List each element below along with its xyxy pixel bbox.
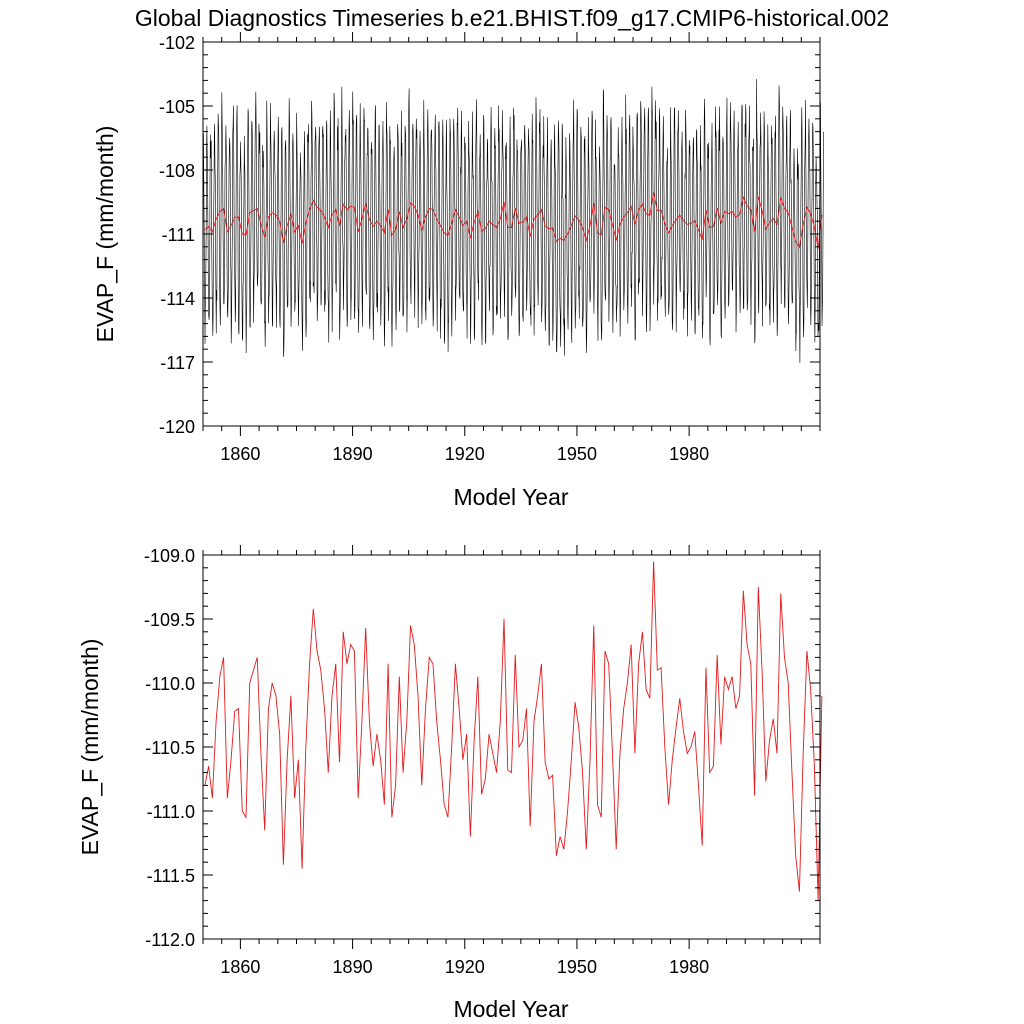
monthly-axis-ticks	[202, 32, 821, 436]
y-tick-label: -111	[162, 225, 195, 245]
monthly-x-axis-label: Model Year	[453, 484, 568, 510]
y-tick-label: -108	[159, 161, 195, 181]
monthly-plot-frame	[202, 41, 821, 427]
x-tick-label: 1950	[557, 444, 597, 464]
x-tick-label: 1860	[220, 957, 260, 977]
x-tick-label: 1920	[445, 957, 485, 977]
y-tick-label: -109.0	[144, 546, 195, 566]
y-tick-label: -117	[160, 353, 195, 373]
monthly-plot-area	[202, 78, 824, 363]
x-tick-label: 1980	[669, 957, 709, 977]
x-tick-label: 1890	[333, 444, 373, 464]
annual-plot-area	[204, 561, 823, 901]
y-tick-label: -110.5	[145, 738, 195, 758]
annual-x-tick-labels: 1860 1890 1920 1950 1980	[220, 957, 709, 977]
x-tick-label: 1890	[333, 957, 373, 977]
figure-title: Global Diagnostics Timeseries b.e21.BHIS…	[135, 5, 889, 31]
annual-panel: -112.0 -111.5 -111.0 -110.5 -110.0 -109.5 -109…	[77, 545, 823, 1022]
monthly-series-line	[202, 78, 824, 363]
monthly-y-axis-label: EVAP_F (mm/month)	[92, 126, 118, 343]
annual-y-axis-label: EVAP_F (mm/month)	[77, 639, 103, 856]
y-tick-label: -112.0	[145, 930, 195, 950]
annual-mean-line	[204, 192, 823, 250]
x-tick-label: 1920	[445, 444, 485, 464]
monthly-y-tick-labels: -120 -117 -114 -111 -108 -105 -102	[159, 33, 195, 437]
annual-axis-ticks	[202, 545, 821, 949]
x-tick-label: 1980	[669, 444, 709, 464]
y-tick-label: -110.0	[145, 674, 195, 694]
y-tick-label: -109.5	[144, 610, 195, 630]
annual-y-tick-labels: -112.0 -111.5 -111.0 -110.5 -110.0 -109.5 -109…	[144, 546, 195, 950]
y-tick-label: -111.0	[147, 802, 195, 822]
y-tick-label: -102	[159, 33, 195, 53]
y-tick-label: -120	[159, 417, 195, 437]
x-tick-label: 1860	[220, 444, 260, 464]
x-tick-label: 1950	[557, 957, 597, 977]
monthly-panel: -120 -117 -114 -111 -108 -105 -102 1860 1890 192…	[92, 32, 824, 510]
annual-plot-frame	[202, 554, 821, 940]
y-tick-label: -111.5	[147, 866, 195, 886]
annual-x-axis-label: Model Year	[453, 996, 568, 1022]
y-tick-label: -114	[160, 289, 195, 309]
y-tick-label: -105	[159, 97, 195, 117]
annual-mean-line	[204, 561, 823, 901]
monthly-x-tick-labels: 1860 1890 1920 1950 1980	[220, 444, 709, 464]
